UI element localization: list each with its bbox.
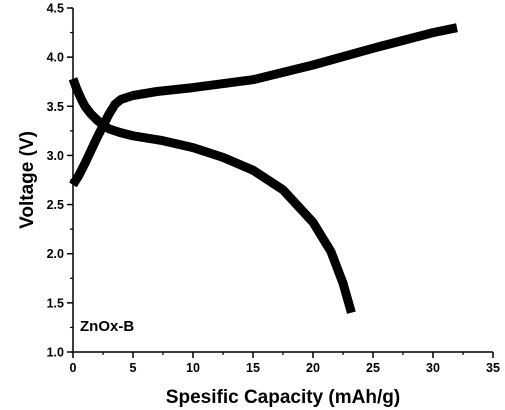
y-tick-label: 1.0 — [47, 346, 64, 360]
y-tick-label: 4.5 — [47, 2, 64, 16]
y-axis-title: Voltage (V) — [17, 131, 38, 229]
y-tick-label: 4.0 — [47, 51, 64, 65]
y-tick-label: 2.5 — [47, 198, 64, 212]
x-tick-label: 35 — [486, 361, 500, 375]
y-tick-label: 3.0 — [47, 149, 64, 163]
ticks-layer: 0 5 10 15 20 25 30 35 1.0 1.5 2.0 2.5 3.0 3.5 4.0 4.5 — [47, 2, 500, 376]
y-tick-label: 3.5 — [47, 100, 64, 114]
series-line-1 — [69, 23, 458, 188]
x-tick-label: 25 — [366, 361, 380, 375]
series-line-2 — [68, 77, 356, 314]
y-tick-label: 1.5 — [47, 296, 64, 310]
x-tick-label: 20 — [306, 361, 320, 375]
x-axis-title: Spesific Capacity (mAh/g) — [166, 387, 400, 408]
x-tick-label: 15 — [246, 361, 260, 375]
series-layer — [68, 23, 458, 314]
axes-layer — [72, 8, 493, 353]
x-tick-label: 30 — [426, 361, 440, 375]
chart-annotation: ZnOx-B — [80, 318, 134, 335]
x-tick-label: 5 — [130, 361, 137, 375]
x-tick-label: 0 — [70, 361, 77, 375]
y-tick-label: 2.0 — [47, 247, 64, 261]
x-tick-label: 10 — [186, 361, 200, 375]
